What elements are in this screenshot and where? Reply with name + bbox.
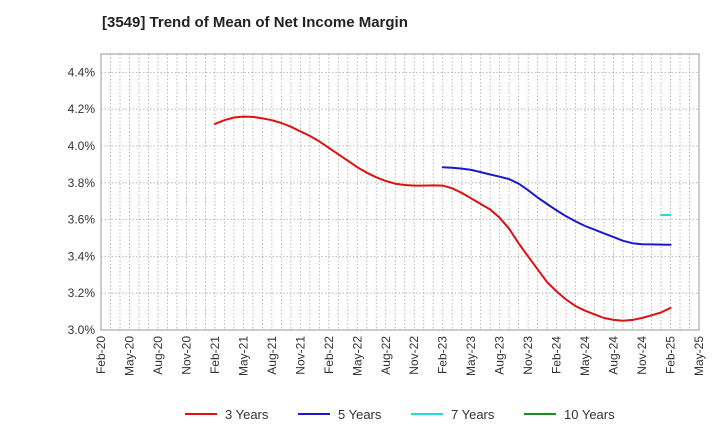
y-tick-label: 4.4%	[68, 65, 96, 79]
y-tick-label: 4.0%	[68, 139, 96, 153]
x-tick-label: Nov-21	[293, 336, 307, 375]
x-tick-label: Nov-22	[407, 336, 421, 375]
y-tick-label: 3.2%	[68, 286, 96, 300]
y-tick-label: 3.0%	[68, 323, 96, 337]
x-tick-label: Aug-20	[151, 336, 165, 375]
legend-label-5-years: 5 Years	[338, 407, 382, 422]
x-tick-label: May-23	[464, 336, 478, 376]
x-tick-label: Feb-24	[550, 336, 564, 374]
x-tick-label: Nov-20	[179, 336, 193, 375]
x-tick-label: Aug-21	[265, 336, 279, 375]
x-tick-label: Feb-23	[436, 336, 450, 374]
x-tick-label: Nov-23	[521, 336, 535, 375]
y-tick-label: 4.2%	[68, 102, 96, 116]
y-tick-label: 3.4%	[68, 249, 96, 263]
legend-label-7-years: 7 Years	[451, 407, 495, 422]
x-tick-label: Feb-25	[664, 336, 678, 374]
x-tick-label: May-21	[236, 336, 250, 376]
x-tick-label: Feb-21	[208, 336, 222, 374]
x-tick-label: Aug-23	[493, 336, 507, 375]
x-tick-label: Aug-24	[607, 336, 621, 375]
x-tick-label: Nov-24	[635, 336, 649, 375]
x-tick-label: Feb-20	[94, 336, 108, 374]
series-line-5-years	[441, 166, 672, 246]
x-tick-label: Aug-22	[379, 336, 393, 375]
x-tick-label: May-24	[578, 336, 592, 376]
x-tick-label: May-20	[122, 336, 136, 376]
plot-area	[100, 53, 700, 331]
x-tick-label: Feb-22	[322, 336, 336, 374]
series-line-3-years	[213, 115, 672, 322]
chart-title: [3549] Trend of Mean of Net Income Margi…	[102, 14, 408, 31]
legend-label-10-years: 10 Years	[564, 407, 615, 422]
x-tick-label: May-25	[692, 336, 706, 376]
legend-label-3-years: 3 Years	[225, 407, 269, 422]
y-tick-label: 3.6%	[68, 213, 96, 227]
x-tick-label: May-22	[350, 336, 364, 376]
y-tick-label: 3.8%	[68, 176, 96, 190]
